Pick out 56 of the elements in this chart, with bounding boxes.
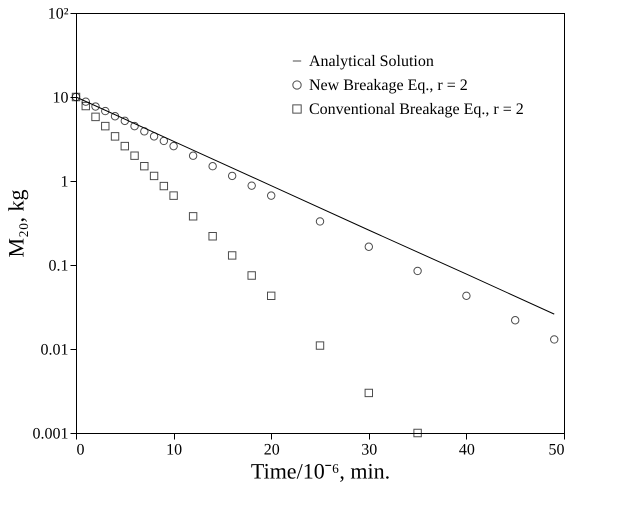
point	[120, 142, 130, 150]
point	[150, 172, 158, 180]
point	[82, 97, 90, 106]
point	[266, 191, 276, 200]
point	[169, 191, 178, 200]
y-tick-label: 0.001	[32, 426, 68, 442]
point	[101, 122, 110, 130]
point	[82, 102, 90, 110]
point	[160, 182, 168, 190]
point	[150, 132, 158, 141]
point	[228, 251, 236, 260]
y-tick-label: 0.1	[48, 258, 68, 274]
point	[413, 266, 422, 276]
y-axis-title: M₂₀, kg	[4, 190, 28, 258]
point	[462, 292, 471, 300]
point	[364, 242, 374, 251]
point	[316, 341, 324, 350]
x-tick-label: 50	[548, 442, 564, 458]
point	[101, 106, 110, 116]
point	[208, 232, 217, 240]
point	[169, 142, 178, 150]
point	[228, 172, 236, 180]
point	[247, 181, 256, 190]
x-tick-label: 40	[458, 442, 475, 458]
point	[91, 102, 100, 111]
point	[188, 212, 198, 221]
legend-label: New Breakage Eq., r = 2	[309, 77, 468, 94]
legend-label: Conventional Breakage Eq., r = 2	[309, 101, 524, 118]
x-tick-label: 10	[166, 442, 182, 458]
point	[140, 127, 149, 136]
y-tick-label: 10	[52, 90, 68, 106]
point	[364, 388, 374, 398]
point	[316, 217, 324, 226]
point	[266, 292, 276, 300]
point	[130, 152, 139, 160]
x-axis-title: Time/10⁻⁶, min.	[250, 458, 390, 484]
point	[413, 428, 422, 438]
point	[208, 162, 217, 170]
x-tick-label: 20	[264, 442, 280, 458]
point	[130, 122, 139, 130]
y-tick-label: 1	[60, 174, 68, 190]
point	[120, 116, 130, 126]
x-tick-label: 0	[76, 442, 84, 458]
point	[550, 335, 558, 344]
point	[188, 152, 198, 160]
point	[247, 271, 256, 280]
point	[110, 132, 120, 141]
y-tick-label: 0.01	[40, 342, 68, 358]
legend-label: Analytical Solution	[309, 53, 434, 70]
x-tick-label: 30	[361, 442, 378, 458]
point	[110, 112, 120, 120]
point	[91, 112, 100, 122]
y-tick-label: 10²	[48, 6, 69, 22]
point	[140, 162, 149, 170]
point	[510, 316, 520, 324]
point	[160, 136, 168, 146]
